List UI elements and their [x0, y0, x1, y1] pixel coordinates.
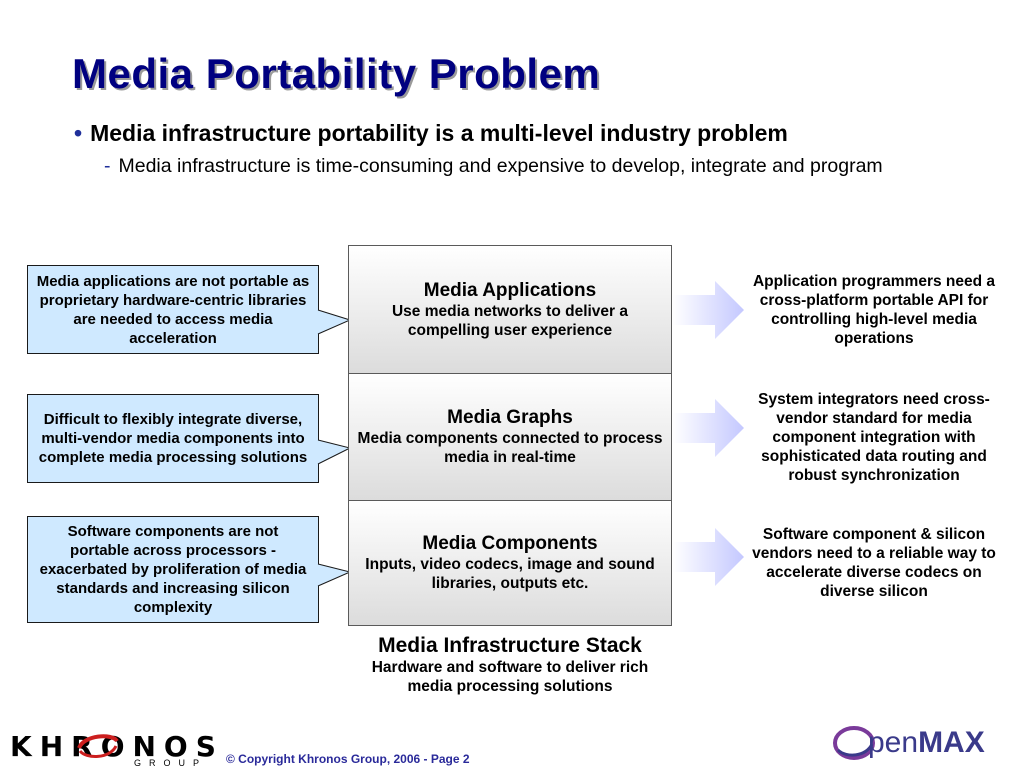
- right-arrow-icon: [673, 281, 744, 339]
- openmax-logo-max: MAX: [918, 726, 985, 759]
- slide-title: Media Portability Problem: [72, 50, 601, 97]
- need-application-programmers: Application programmers need a cross-pla…: [752, 273, 996, 347]
- main-bullet-text: Media infrastructure portability is a mu…: [90, 120, 788, 146]
- layer-media-graphs: Media Graphs Media components connected …: [349, 373, 671, 500]
- layer-media-applications: Media Applications Use media networks to…: [349, 246, 671, 373]
- khronos-swoosh-icon: [77, 734, 119, 758]
- bullet-marker: •: [74, 120, 83, 146]
- layer-title: Media Graphs: [447, 407, 573, 428]
- khronos-group-text: GROUP: [134, 758, 208, 768]
- right-arrow-icon: [673, 528, 744, 586]
- layer-description: Media components connected to process me…: [357, 430, 663, 466]
- callout-pointer: [317, 309, 352, 335]
- layer-title: Media Applications: [423, 279, 597, 301]
- khronos-logo: KHRONOS GROUP: [10, 730, 216, 768]
- openmax-o-icon: [833, 726, 875, 760]
- khronos-logo-text: KHRONOS: [10, 730, 224, 763]
- layer-media-components: Media Components Inputs, video codecs, i…: [349, 500, 671, 625]
- callout-text: Software components are not portable acr…: [39, 523, 307, 616]
- media-infrastructure-stack: Media Applications Use media networks to…: [348, 245, 672, 626]
- callout-text: Media applications are not portable as p…: [36, 272, 310, 347]
- openmax-logo-text: penMAX: [868, 726, 985, 760]
- callout-components: Software components are not portable acr…: [27, 516, 319, 623]
- callout-applications: Media applications are not portable as p…: [27, 265, 319, 354]
- callout-pointer: [317, 563, 352, 587]
- right-arrow-icon: [673, 399, 744, 457]
- layer-description: Use media networks to deliver a compelli…: [391, 302, 629, 339]
- layer-title: Media Components: [422, 533, 598, 554]
- main-bullet: • Media infrastructure portability is a m…: [74, 120, 788, 147]
- need-silicon-vendors: Software component & silicon vendors nee…: [752, 526, 996, 600]
- sub-bullet-marker: -: [104, 155, 111, 177]
- sub-bullet: - Media infrastructure is time-consuming …: [104, 155, 883, 178]
- openmax-logo: penMAX: [832, 720, 1022, 764]
- copyright-notice: © Copyright Khronos Group, 2006 - Page 2: [226, 752, 470, 766]
- stack-caption-title: Media Infrastructure Stack: [378, 634, 642, 657]
- callout-pointer: [317, 439, 352, 465]
- need-system-integrators: System integrators need cross-vendor sta…: [758, 391, 990, 484]
- openmax-logo-pen: pen: [868, 726, 919, 759]
- sub-bullet-text: Media infrastructure is time-consuming a…: [118, 155, 883, 177]
- layer-description: Inputs, video codecs, image and sound li…: [365, 556, 655, 592]
- stack-caption: Media Infrastructure Stack Hardware and …: [348, 634, 672, 696]
- stack-caption-subtitle: Hardware and software to deliver rich me…: [371, 659, 649, 695]
- callout-text: Difficult to flexibly integrate diverse,…: [38, 411, 308, 466]
- callout-graphs: Difficult to flexibly integrate diverse,…: [27, 394, 319, 483]
